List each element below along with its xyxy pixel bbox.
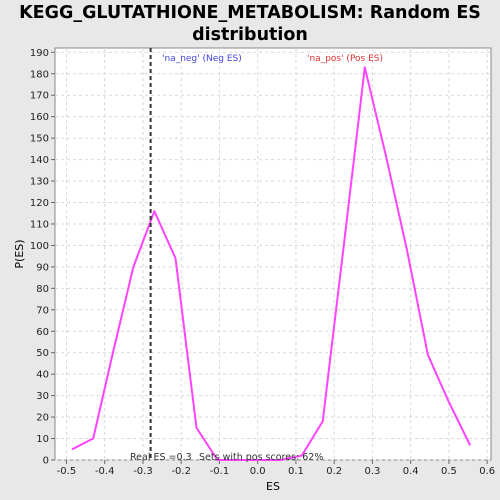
grid-lines: [55, 48, 491, 461]
es-distribution-line: [71, 66, 471, 461]
pos-es-label: 'na_pos' (Pos ES): [307, 54, 383, 64]
x-tick-label: 0.4: [403, 466, 419, 477]
y-tick-label: 120: [30, 198, 49, 209]
data-point: [448, 401, 450, 403]
real-es-text: Real ES =0.3: [130, 452, 192, 463]
x-axis-label: ES: [266, 480, 280, 493]
y-tick-label: 90: [36, 262, 49, 273]
y-tick-label: 140: [30, 155, 49, 166]
y-tick-label: 60: [36, 327, 49, 338]
neg-es-label: 'na_neg' (Neg ES): [162, 54, 242, 64]
y-tick-label: 20: [36, 413, 49, 424]
data-point: [174, 257, 177, 259]
sets-pos-text: Sets with pos scores: 62%: [199, 452, 323, 463]
data-point: [259, 459, 261, 461]
y-tick-label: 160: [30, 112, 49, 123]
y-tick-label: 110: [30, 219, 49, 230]
y-tick-label: 70: [36, 305, 49, 316]
chart-title: KEGG_GLUTATHIONE_METABOLISM: Random ES d…: [0, 2, 500, 46]
x-tick-label: 0.2: [326, 466, 342, 477]
data-point: [216, 459, 219, 461]
y-tick-label: 0: [43, 456, 49, 467]
plot-area: [54, 47, 492, 461]
chart-title-line2: distribution: [192, 25, 308, 45]
y-tick-label: 80: [36, 284, 49, 295]
x-tick-label: -0.2: [171, 466, 191, 477]
x-tick-label: 0.3: [364, 466, 380, 477]
series-layer: [71, 66, 471, 461]
data-point: [195, 427, 198, 429]
y-tick-label: 10: [36, 434, 49, 445]
data-point: [153, 210, 156, 212]
data-point: [280, 459, 282, 461]
data-point: [111, 354, 113, 356]
data-point: [364, 66, 366, 68]
x-tick-label: -0.3: [133, 466, 153, 477]
data-point: [92, 437, 94, 440]
data-point: [71, 448, 73, 450]
y-axis-label: P(ES): [13, 239, 26, 268]
x-tick-label: 0.5: [441, 466, 457, 477]
data-point: [301, 455, 303, 457]
x-tick-label: 0.1: [288, 466, 304, 477]
y-tick-label: 40: [36, 370, 49, 381]
y-tick-label: 180: [30, 69, 49, 80]
y-tick-label: 190: [30, 48, 49, 59]
y-tick-label: 130: [30, 177, 49, 188]
data-point: [406, 249, 408, 251]
chart-title-line1: KEGG_GLUTATHIONE_METABOLISM: Random ES: [19, 3, 481, 23]
x-tick-label: -0.5: [57, 466, 77, 477]
data-point: [237, 459, 240, 461]
x-tick-label: -0.4: [95, 466, 115, 477]
y-tick-label: 30: [36, 391, 49, 402]
data-point: [385, 154, 387, 156]
y-tick-label: 150: [30, 134, 49, 145]
x-tick-label: 0.6: [479, 466, 495, 477]
data-point: [427, 354, 429, 356]
axis-ticks: 0 10 20 30 40 50 60 70 80 90 100 110 120 130 140 150 160…: [30, 48, 495, 477]
data-point: [132, 266, 135, 268]
y-tick-label: 100: [30, 241, 49, 252]
data-point: [343, 244, 345, 247]
data-point: [469, 444, 471, 446]
x-tick-label: 0.0: [250, 466, 266, 477]
data-point: [322, 420, 324, 422]
y-tick-label: 50: [36, 348, 49, 359]
x-tick-label: -0.1: [210, 466, 230, 477]
y-tick-label: 170: [30, 91, 49, 102]
